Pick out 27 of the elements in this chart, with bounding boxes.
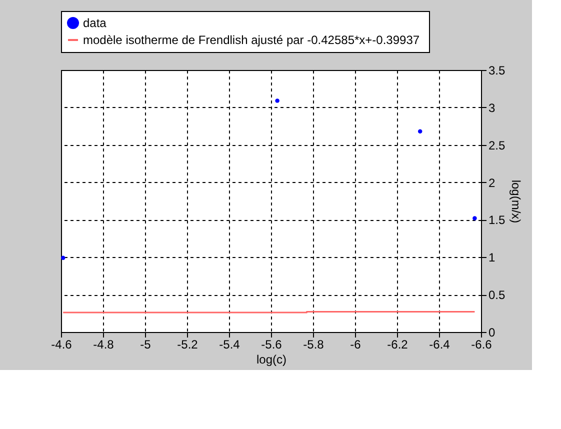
x-axis-title: log(c) bbox=[256, 352, 287, 366]
x-tick-label: -6.2 bbox=[387, 338, 408, 352]
y-tick-label: 0 bbox=[488, 326, 496, 340]
y-tick-label: 1 bbox=[488, 250, 496, 265]
y-tick-label: 3.5 bbox=[488, 64, 506, 78]
y-tick-label: 2 bbox=[488, 176, 496, 190]
point bbox=[418, 129, 422, 134]
x-tick-label: -4.6 bbox=[51, 338, 72, 352]
y-axis-title: log(m/x) bbox=[509, 180, 524, 224]
x-tick-label: -6.4 bbox=[429, 338, 450, 352]
legend-label: modèle isotherme de Frendlish ajusté par -0.42585*x+-0.39937 bbox=[83, 33, 420, 47]
x-tick-label: -5.4 bbox=[219, 338, 240, 352]
x-tick-label: -4.8 bbox=[93, 338, 114, 352]
point bbox=[60, 256, 66, 260]
x-tick-label: -6.6 bbox=[471, 338, 492, 352]
x-tick-label: -5.2 bbox=[177, 338, 198, 352]
x-tick-label: -5.8 bbox=[303, 338, 324, 352]
point bbox=[472, 216, 477, 220]
point bbox=[275, 98, 280, 103]
y-tick-label: 0.5 bbox=[488, 288, 506, 302]
legend-label: data bbox=[83, 16, 107, 30]
x-tick-label: -5.6 bbox=[261, 338, 282, 352]
x-tick-label: -6 bbox=[350, 338, 362, 352]
y-tick-label: 1.5 bbox=[488, 213, 506, 228]
y-tick-label: 2.5 bbox=[488, 138, 506, 152]
y-tick-label: 3 bbox=[488, 100, 496, 115]
x-tick-label: -5 bbox=[140, 338, 152, 352]
